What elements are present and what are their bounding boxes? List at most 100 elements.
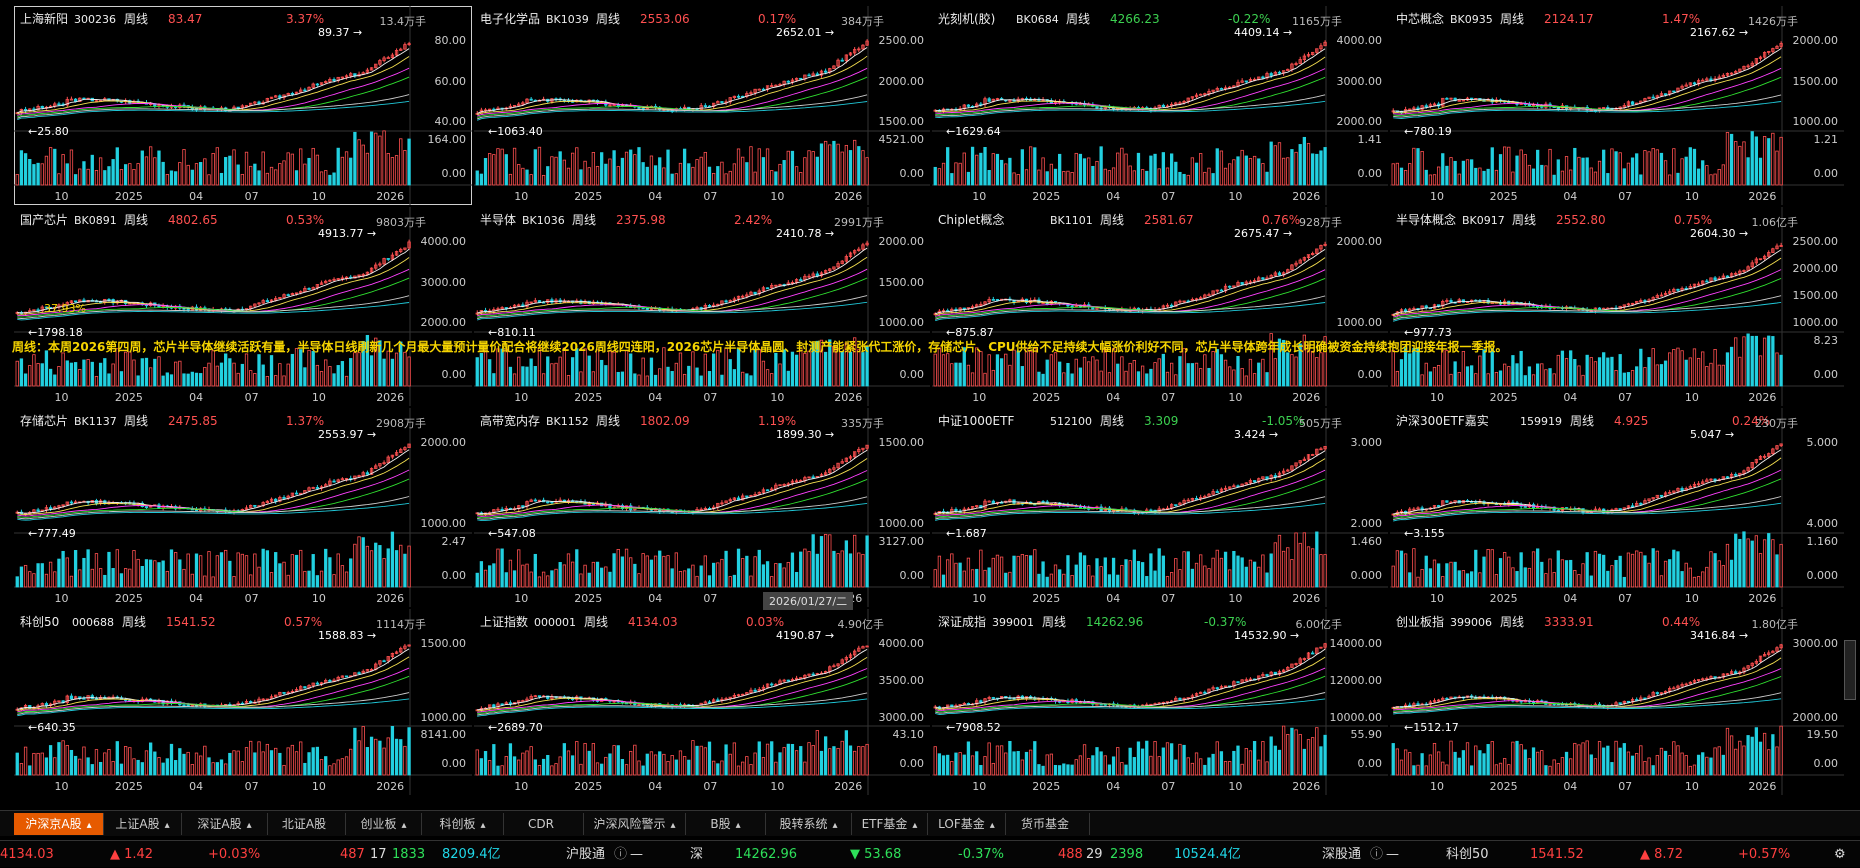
- volume-bar: [934, 570, 936, 587]
- volume-bar: [1631, 158, 1633, 185]
- volume-bar: [758, 742, 760, 775]
- volume-tick-label: 1.21: [1814, 133, 1839, 146]
- volume-bar: [16, 174, 19, 185]
- volume-bar: [488, 566, 490, 587]
- low-value: 7908.52: [955, 721, 1001, 734]
- volume-bar: [279, 564, 282, 587]
- volume-bar: [592, 372, 594, 386]
- volume-bar: [1241, 558, 1243, 587]
- volume-bar: [1150, 756, 1152, 775]
- volume-bar: [141, 566, 144, 587]
- candle-body: [1714, 278, 1716, 280]
- volume-bar: [74, 550, 77, 587]
- arrow-right-icon: →: [1722, 428, 1735, 441]
- volume-bar: [1133, 550, 1135, 587]
- volume-bar: [1409, 573, 1411, 587]
- date-tick-label: 2025: [115, 592, 143, 605]
- volume-bar: [1660, 365, 1662, 386]
- candle-body: [333, 481, 336, 482]
- panel-price: 4266.23: [1110, 11, 1160, 28]
- volume-bar: [571, 153, 573, 185]
- volume-bar: [1574, 359, 1576, 386]
- volume-bar: [133, 551, 136, 587]
- volume-bar: [1316, 154, 1318, 185]
- volume-bar: [1058, 570, 1060, 587]
- volume-bar: [274, 376, 277, 386]
- candle-body: [988, 501, 990, 502]
- volume-bar: [312, 748, 315, 775]
- volume-bar: [145, 157, 148, 185]
- panel-price: 2375.98: [616, 212, 666, 229]
- volume-bar: [729, 360, 731, 386]
- volume-bar: [387, 351, 390, 386]
- volume-bar: [1396, 371, 1398, 386]
- volume-bar: [149, 560, 152, 587]
- volume-bar: [1046, 172, 1048, 185]
- low-label: ←7908.52: [946, 721, 1001, 734]
- date-tick-label: 07: [1161, 780, 1175, 793]
- volume-bar: [588, 573, 590, 587]
- volume-bar: [304, 571, 307, 587]
- panel-period: 周线: [596, 413, 620, 430]
- volume-bar: [1009, 158, 1011, 185]
- volume-bar: [1316, 358, 1318, 386]
- volume-bar: [1224, 360, 1226, 386]
- volume-bar: [600, 764, 602, 775]
- price-tick-label: 1000.00: [1793, 316, 1839, 329]
- volume-bar: [1116, 575, 1118, 587]
- volume-bar: [1199, 759, 1201, 775]
- price-tick-label: 2000.00: [879, 235, 925, 248]
- volume-bar: [404, 352, 407, 386]
- volume-bar: [942, 575, 944, 587]
- volume-bar: [345, 152, 348, 185]
- volume-bar: [308, 753, 311, 775]
- volume-bar: [87, 758, 90, 775]
- candle-body: [1631, 506, 1633, 507]
- volume-bar: [1009, 741, 1011, 775]
- volume-bar: [1429, 175, 1431, 185]
- candle-body: [333, 79, 336, 80]
- volume-bar: [1598, 358, 1600, 386]
- volume-bar: [563, 160, 565, 185]
- volume-bar: [617, 372, 619, 386]
- candle-body: [1253, 481, 1255, 482]
- volume-bar: [1491, 148, 1493, 185]
- volume-bar: [370, 551, 373, 587]
- volume-bar: [229, 156, 232, 185]
- volume-bar: [996, 555, 998, 587]
- volume-bar: [1553, 374, 1555, 386]
- peak-value: 2410.78: [776, 227, 822, 240]
- volume-bar: [712, 173, 714, 185]
- volume-bar: [141, 763, 144, 775]
- panel-code: BK0935: [1450, 11, 1493, 28]
- volume-bar: [522, 565, 524, 587]
- volume-bar: [551, 766, 553, 775]
- volume-bar: [1772, 336, 1774, 386]
- panel-price: 83.47: [168, 11, 202, 28]
- panel-price: 14262.96: [1086, 614, 1143, 631]
- volume-bar: [671, 755, 673, 775]
- low-value: 777.49: [37, 527, 76, 540]
- panel-volume: 335万手: [841, 415, 884, 431]
- panel-name: 电子化学品: [480, 11, 540, 28]
- volume-bar: [820, 536, 822, 587]
- volume-bar: [1199, 369, 1201, 386]
- volume-bar: [370, 737, 373, 775]
- volume-bar: [341, 157, 344, 185]
